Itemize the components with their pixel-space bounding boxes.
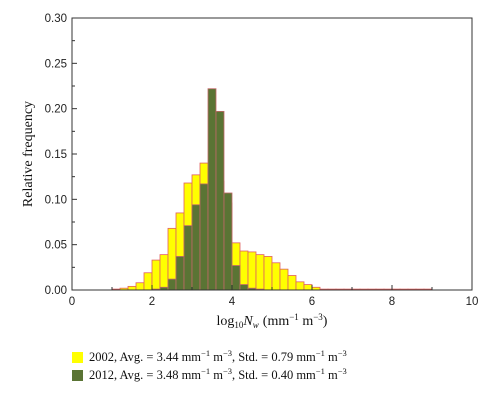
y-tick-label: 0.10 <box>45 194 67 206</box>
y-tick-label: 0.15 <box>45 149 67 161</box>
bar-2012-8 <box>215 110 225 291</box>
y-axis-ticks: 0.00 0.05 0.10 0.15 0.20 0.25 0.30 <box>45 13 77 297</box>
x-axis-ticks: 0 2 4 6 8 10 <box>69 285 479 308</box>
bar-2002-18 <box>255 254 265 291</box>
bar-2012-4 <box>183 225 193 291</box>
bar-2002-20 <box>271 262 281 291</box>
bar-2012-6 <box>199 183 209 291</box>
y-axis-label: Relative frequency <box>21 101 36 207</box>
legend: 2002, Avg. = 3.44 mm−1 m−3, Std. = 0.79 … <box>72 348 347 384</box>
histogram-chart: 0 2 4 6 8 10 0.00 0.05 0.10 0.15 0.20 0.25 0.30 Rel… <box>21 13 479 330</box>
bar-2002-23 <box>295 281 305 291</box>
histogram-bars <box>111 88 433 291</box>
bar-2002-4 <box>143 272 153 291</box>
bar-2002-21 <box>279 268 289 291</box>
x-tick-label: 0 <box>69 296 75 308</box>
x-tick-label: 8 <box>389 296 395 308</box>
bar-2012-3 <box>175 256 185 291</box>
y-tick-label: 0.20 <box>45 104 67 116</box>
bar-2002-24 <box>303 284 313 291</box>
bar-2002-5 <box>151 259 161 291</box>
bar-2012-10 <box>231 265 241 291</box>
legend-item-2012: 2012, Avg. = 3.48 mm−1 m−3, Std. = 0.40 … <box>72 366 347 384</box>
plot-frame <box>71 17 473 291</box>
y-tick-label: 0.05 <box>45 240 67 252</box>
legend-item-2002: 2002, Avg. = 3.44 mm−1 m−3, Std. = 0.79 … <box>72 348 347 366</box>
bar-2002-2 <box>127 285 137 291</box>
y-tick-label: 0.00 <box>45 285 67 297</box>
bar-2002-3 <box>135 282 145 291</box>
legend-swatch-2012 <box>72 369 83 381</box>
x-tick-label: 2 <box>149 296 155 308</box>
x-tick-label: 10 <box>466 296 479 308</box>
legend-label-2012: 2012, Avg. = 3.48 mm−1 m−3, Std. = 0.40 … <box>89 365 347 382</box>
bar-2012-9 <box>223 192 233 291</box>
bar-2012-7 <box>207 88 217 291</box>
x-axis-label: log10Nw (mm−1 m−3) <box>217 312 328 330</box>
bar-2002-19 <box>263 256 273 291</box>
x-tick-label: 6 <box>309 296 315 308</box>
bar-2012-5 <box>191 204 201 291</box>
bar-2002-17 <box>247 251 257 291</box>
y-tick-label: 0.30 <box>45 13 67 25</box>
bar-2012-2 <box>167 278 177 291</box>
y-tick-label: 0.25 <box>45 58 67 70</box>
legend-swatch-2002 <box>72 351 83 363</box>
bar-2002-16 <box>239 250 249 291</box>
x-tick-label: 4 <box>229 296 236 308</box>
legend-label-2002: 2002, Avg. = 3.44 mm−1 m−3, Std. = 0.79 … <box>89 347 347 364</box>
bar-2002-22 <box>287 275 297 291</box>
bar-2002-6 <box>159 254 169 291</box>
bar-2012-11 <box>239 284 249 291</box>
